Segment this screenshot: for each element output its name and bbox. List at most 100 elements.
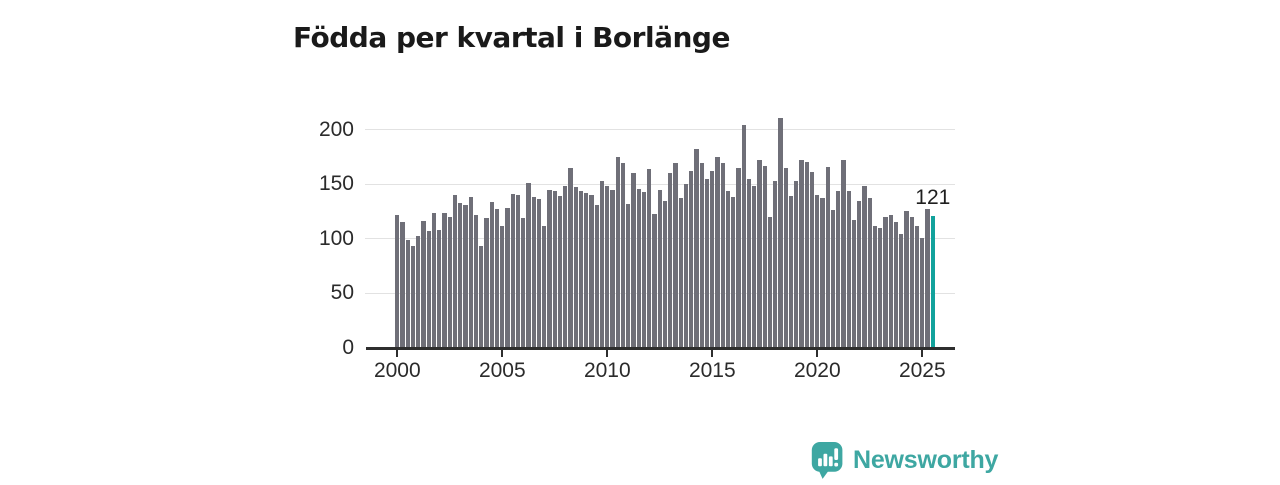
bar[interactable] — [809, 172, 815, 348]
bar[interactable] — [872, 226, 878, 348]
bar[interactable] — [479, 246, 484, 348]
bar[interactable] — [652, 214, 657, 348]
bar[interactable] — [405, 240, 410, 348]
bar[interactable] — [746, 179, 752, 348]
bar[interactable] — [851, 220, 857, 348]
bar[interactable] — [610, 190, 615, 348]
bar[interactable] — [878, 228, 883, 348]
bar[interactable] — [815, 195, 820, 348]
bar[interactable] — [531, 197, 536, 348]
bar[interactable] — [799, 160, 804, 348]
bar[interactable] — [762, 166, 767, 348]
bar[interactable] — [563, 186, 568, 348]
bar[interactable] — [400, 222, 405, 348]
bar[interactable] — [494, 209, 500, 348]
bar[interactable] — [442, 213, 447, 348]
bar[interactable] — [788, 196, 794, 348]
bar[interactable] — [783, 168, 788, 348]
bar[interactable] — [752, 186, 757, 348]
bar[interactable] — [794, 181, 799, 348]
newsworthy-logo[interactable]: Newsworthy — [810, 440, 998, 480]
bar[interactable] — [395, 215, 400, 348]
bar[interactable] — [725, 191, 731, 348]
bar[interactable] — [500, 226, 505, 348]
bar[interactable] — [536, 199, 542, 348]
bar[interactable] — [447, 217, 452, 348]
bar[interactable] — [883, 217, 888, 348]
bar[interactable] — [757, 160, 762, 348]
bar[interactable] — [662, 201, 668, 348]
bar[interactable] — [678, 198, 683, 348]
bar[interactable] — [521, 218, 526, 348]
bar[interactable] — [731, 197, 736, 348]
bar[interactable] — [426, 231, 431, 348]
bar[interactable] — [857, 201, 862, 348]
bar[interactable] — [683, 184, 689, 348]
bar[interactable] — [888, 215, 893, 348]
bar[interactable] — [862, 186, 867, 348]
bar[interactable] — [741, 125, 746, 348]
bar[interactable] — [904, 211, 909, 348]
bar[interactable] — [830, 210, 836, 348]
bar[interactable] — [578, 191, 584, 348]
bar[interactable] — [914, 226, 920, 348]
bar[interactable] — [620, 163, 626, 348]
bar[interactable] — [489, 202, 494, 348]
bar[interactable] — [867, 198, 872, 348]
bar[interactable] — [452, 195, 458, 348]
bar[interactable] — [605, 186, 610, 348]
bar[interactable] — [557, 196, 563, 348]
bar[interactable] — [515, 195, 521, 348]
bar[interactable] — [925, 209, 930, 348]
bar[interactable] — [599, 181, 605, 348]
bar[interactable] — [542, 226, 547, 348]
bar[interactable] — [720, 163, 725, 348]
bar[interactable] — [736, 168, 741, 348]
bar[interactable] — [473, 215, 479, 348]
bar[interactable] — [594, 205, 599, 348]
bar[interactable] — [458, 203, 463, 348]
bar[interactable] — [568, 168, 573, 348]
bar[interactable] — [668, 173, 673, 348]
bar[interactable] — [421, 221, 426, 348]
bar[interactable] — [699, 163, 704, 348]
bar[interactable] — [505, 208, 510, 348]
bar[interactable] — [899, 234, 904, 348]
bar[interactable] — [710, 171, 715, 348]
bar[interactable] — [463, 205, 468, 348]
bar[interactable] — [615, 157, 620, 348]
bar[interactable] — [468, 197, 473, 348]
bar[interactable] — [437, 230, 442, 348]
bar[interactable] — [778, 118, 783, 348]
bar[interactable] — [804, 162, 809, 348]
bar[interactable] — [626, 204, 631, 348]
bar[interactable] — [573, 187, 578, 348]
bar[interactable] — [909, 217, 914, 348]
bar[interactable] — [846, 191, 851, 348]
bar[interactable] — [552, 191, 557, 348]
bar[interactable] — [484, 218, 489, 348]
bar[interactable] — [694, 149, 699, 348]
bar[interactable] — [689, 171, 694, 348]
bar[interactable] — [410, 246, 416, 348]
bar[interactable] — [836, 191, 841, 348]
bar[interactable] — [673, 163, 678, 348]
bar[interactable] — [715, 157, 720, 348]
bar[interactable] — [631, 173, 636, 348]
bar[interactable] — [589, 195, 594, 348]
bar[interactable] — [893, 222, 899, 348]
bar[interactable] — [773, 181, 778, 348]
bar[interactable] — [767, 217, 773, 348]
bar-highlighted-latest[interactable] — [930, 216, 935, 348]
bar[interactable] — [636, 189, 641, 348]
bar[interactable] — [547, 190, 552, 348]
bar[interactable] — [647, 169, 652, 348]
bar[interactable] — [820, 198, 825, 348]
bar[interactable] — [657, 190, 662, 348]
bar[interactable] — [526, 183, 531, 348]
bar[interactable] — [510, 194, 515, 348]
bar[interactable] — [825, 167, 830, 348]
bar[interactable] — [704, 179, 710, 348]
bar[interactable] — [416, 236, 421, 348]
bar[interactable] — [641, 192, 647, 348]
